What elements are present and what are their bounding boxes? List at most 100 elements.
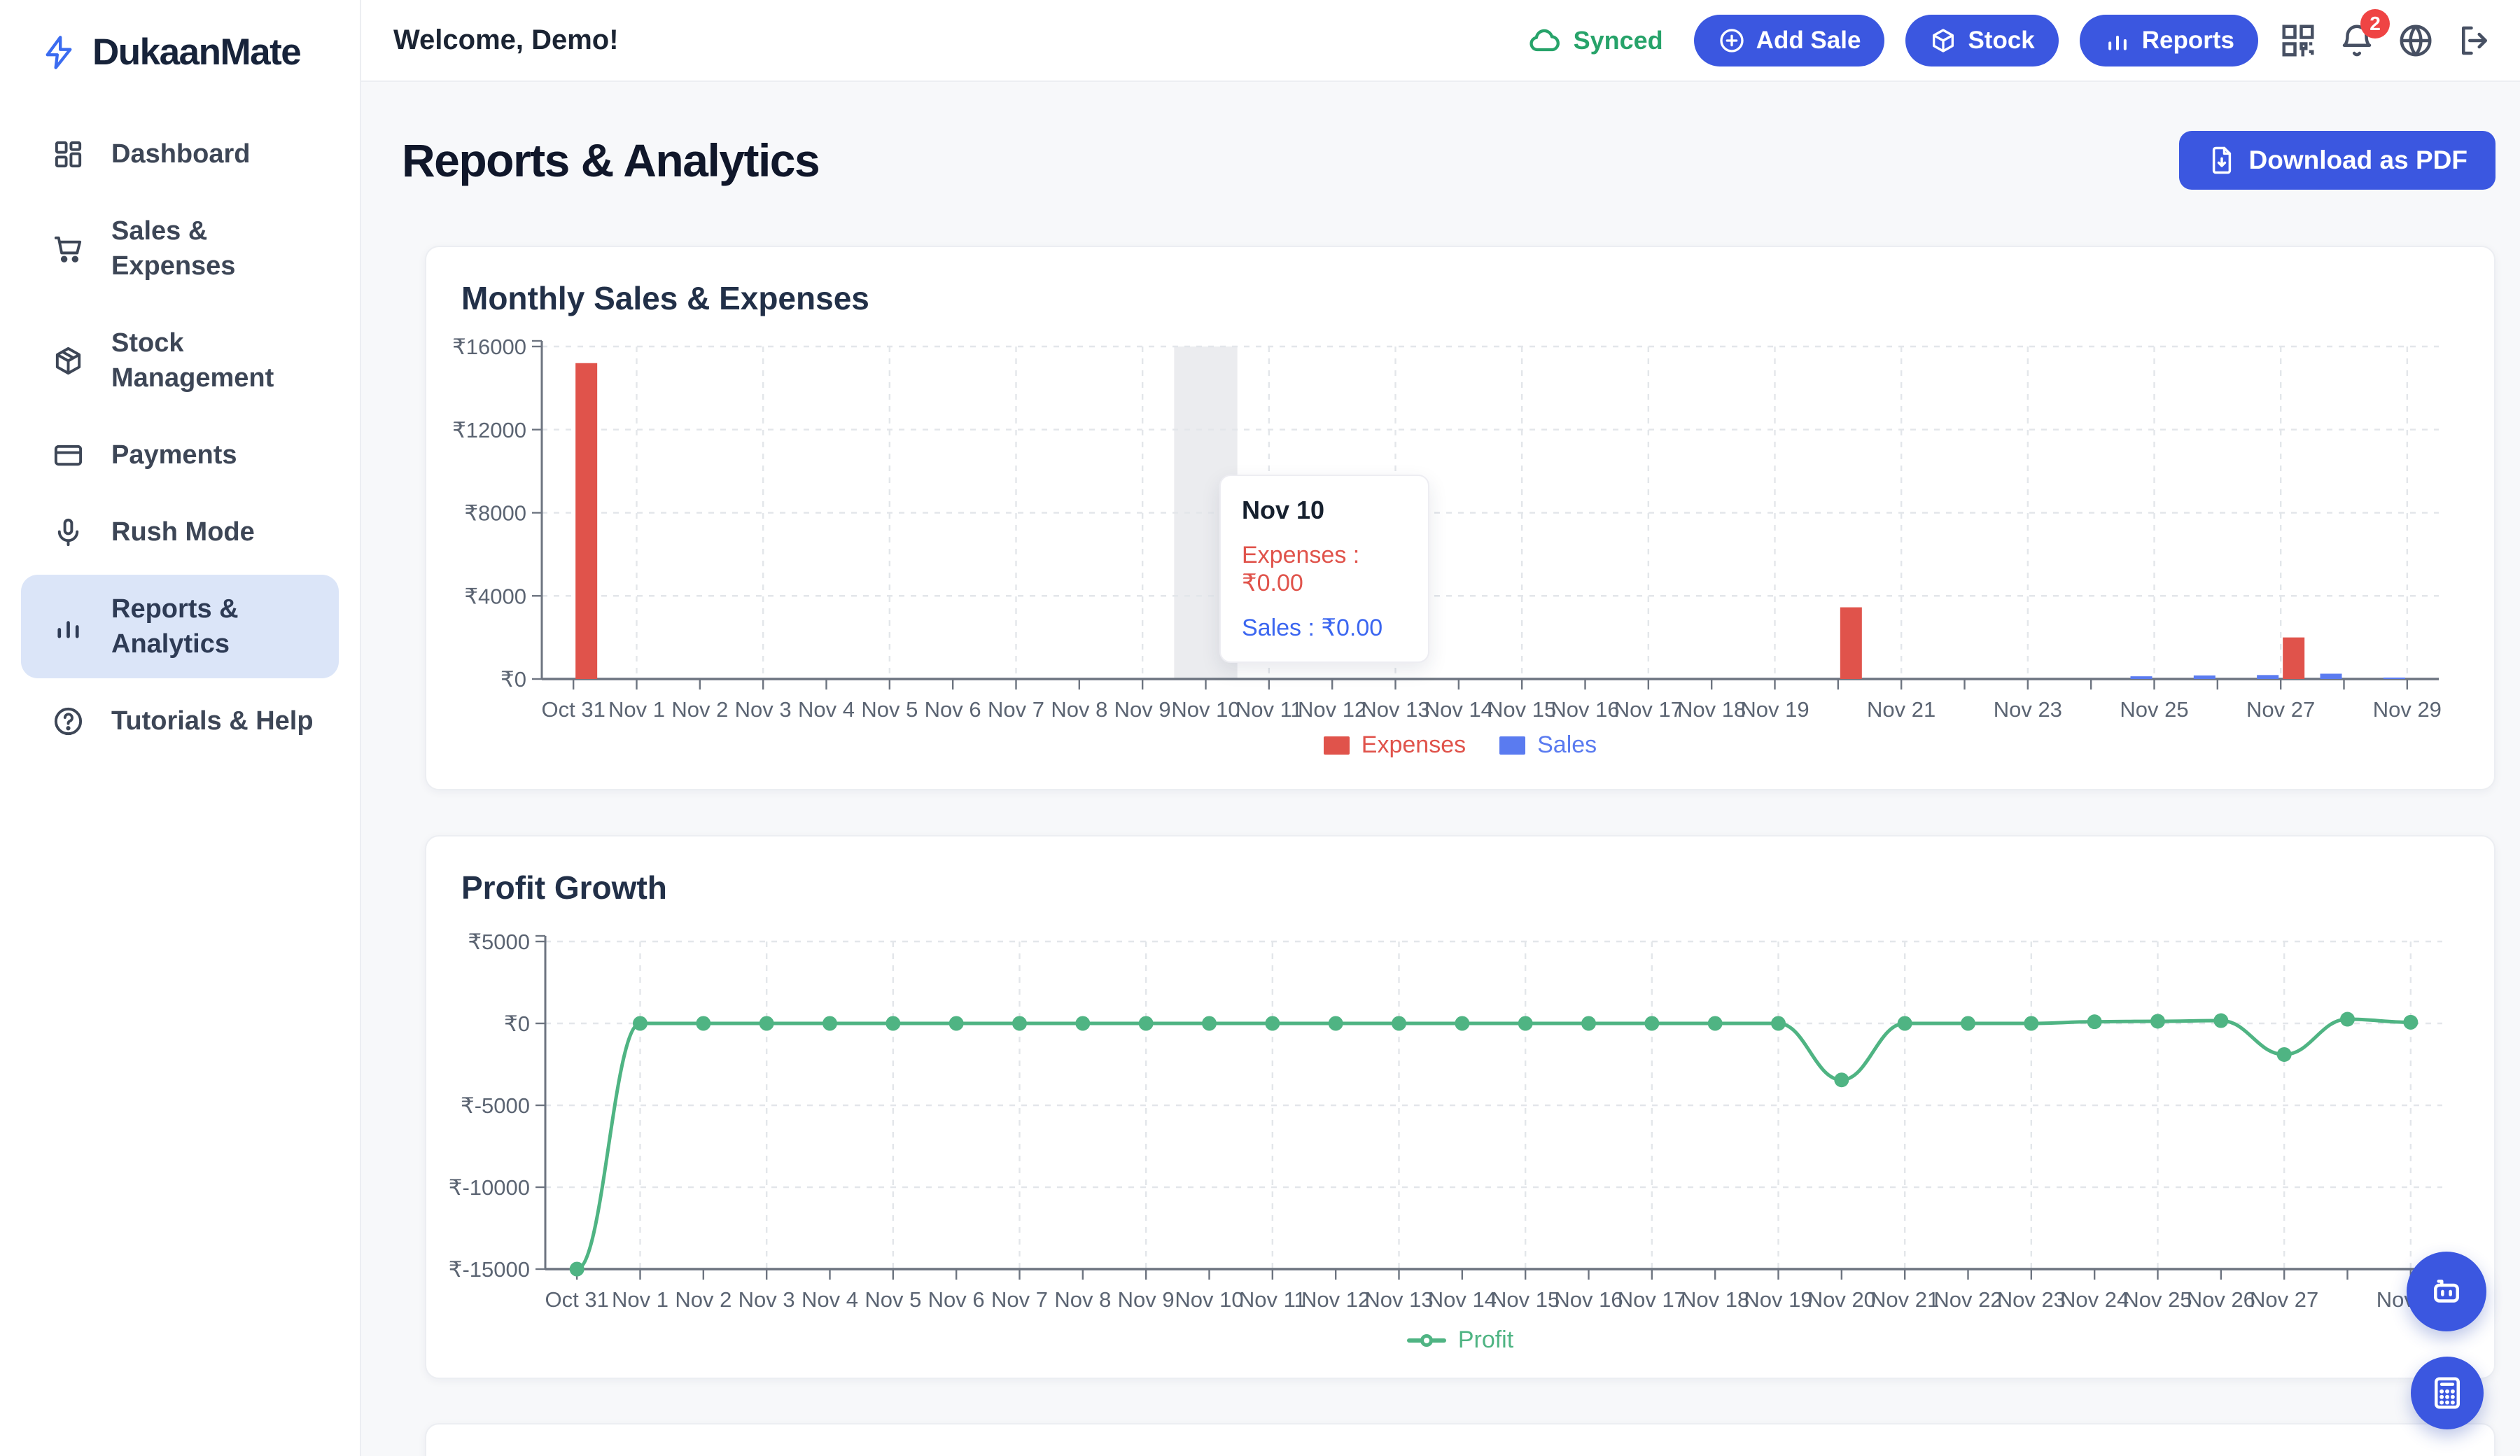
svg-text:Nov 14: Nov 14 [1428, 1287, 1497, 1312]
expenses-swatch [1323, 736, 1350, 755]
download-pdf-button[interactable]: Download as PDF [2178, 131, 2496, 190]
svg-text:₹16000: ₹16000 [452, 335, 526, 359]
language-button[interactable] [2397, 22, 2435, 59]
svg-text:₹-5000: ₹-5000 [461, 1093, 530, 1118]
svg-text:Nov 20: Nov 20 [1807, 1287, 1876, 1312]
sidebar-item-dashboard[interactable]: Dashboard [21, 120, 339, 188]
svg-text:Nov 10: Nov 10 [1175, 1287, 1243, 1312]
svg-text:Nov 12: Nov 12 [1301, 1287, 1370, 1312]
svg-text:Nov 21: Nov 21 [1867, 697, 1935, 722]
logout-icon [2462, 26, 2487, 55]
svg-text:Nov 25: Nov 25 [2120, 697, 2188, 722]
svg-text:Nov 21: Nov 21 [1870, 1287, 1939, 1312]
legend-expenses[interactable]: Expenses [1323, 732, 1466, 759]
reports-button[interactable]: Reports [2079, 14, 2258, 66]
svg-text:Nov 19: Nov 19 [1740, 697, 1809, 722]
notification-badge: 2 [2360, 8, 2390, 38]
svg-text:Nov 4: Nov 4 [798, 697, 855, 722]
chart-tooltip: Nov 10 Expenses : ₹0.00 Sales : ₹0.00 [1219, 475, 1429, 663]
sidebar-item-label: Stock Management [111, 328, 274, 393]
app-name: DukaanMate [92, 31, 302, 73]
svg-text:Nov 23: Nov 23 [1994, 697, 2062, 722]
logout-button[interactable] [2456, 22, 2493, 59]
lightning-bolt-icon [46, 35, 72, 69]
svg-text:Nov 3: Nov 3 [735, 697, 792, 722]
svg-text:Nov 15: Nov 15 [1491, 1287, 1560, 1312]
svg-text:Nov 6: Nov 6 [928, 1287, 985, 1312]
svg-text:₹4000: ₹4000 [464, 584, 526, 608]
svg-text:Nov 15: Nov 15 [1488, 697, 1556, 722]
profit-growth-card: Profit Growth ₹-15000 ₹-10000 ₹-5000 ₹0 ₹500… [425, 835, 2496, 1379]
help-circle-icon [54, 707, 83, 735]
svg-text:Nov 2: Nov 2 [675, 1287, 732, 1312]
sidebar-item-rush-mode[interactable]: Rush Mode [21, 498, 339, 566]
sidebar-item-label: Reports & Analytics [111, 594, 239, 659]
svg-text:Nov 9: Nov 9 [1114, 697, 1171, 722]
sidebar-item-sales-expenses[interactable]: Sales & Expenses [21, 197, 339, 300]
legend-profit[interactable]: Profit [1406, 1326, 1513, 1354]
svg-text:Nov 26: Nov 26 [2187, 1287, 2255, 1312]
stock-button[interactable]: Stock [1905, 14, 2059, 66]
next-report-card [425, 1423, 2496, 1456]
legend-expenses-label: Expenses [1361, 732, 1466, 758]
calculator-button[interactable] [2411, 1357, 2484, 1429]
qr-code-button[interactable] [2279, 22, 2317, 59]
svg-text:Nov 7: Nov 7 [991, 1287, 1048, 1312]
svg-text:Nov 24: Nov 24 [2060, 1287, 2129, 1312]
svg-text:Oct 31: Oct 31 [545, 1287, 609, 1312]
notifications-button[interactable]: 2 [2338, 8, 2390, 59]
svg-text:Nov 9: Nov 9 [1118, 1287, 1175, 1312]
cloud-icon [1530, 29, 1560, 51]
sidebar-item-payments[interactable]: Payments [21, 421, 339, 489]
tooltip-date: Nov 10 [1242, 496, 1325, 524]
svg-text:Nov 23: Nov 23 [1997, 1287, 2066, 1312]
sidebar-item-reports-analytics[interactable]: Reports & Analytics [21, 575, 339, 678]
ai-assistant-button[interactable] [2407, 1252, 2486, 1331]
sidebar-item-label: Sales & Expenses [111, 216, 236, 281]
svg-text:₹-10000: ₹-10000 [449, 1175, 530, 1200]
svg-text:Nov 17: Nov 17 [1618, 1287, 1686, 1312]
topbar-actions: Synced Add Sale Stock Reports 2 [1527, 8, 2493, 66]
svg-text:Nov 3: Nov 3 [738, 1287, 795, 1312]
svg-text:Nov 27: Nov 27 [2246, 697, 2315, 722]
svg-text:Nov 8: Nov 8 [1051, 697, 1107, 722]
sidebar-item-label: Tutorials & Help [111, 706, 314, 736]
svg-text:Nov 11: Nov 11 [1239, 1287, 1306, 1312]
bell-icon [2342, 24, 2372, 56]
svg-text:Nov 7: Nov 7 [988, 697, 1044, 722]
svg-text:Nov 11: Nov 11 [1236, 697, 1303, 722]
sidebar-nav: Dashboard Sales & Expenses Stock Managem… [0, 120, 360, 755]
welcome-text: Welcome, Demo! [393, 24, 619, 55]
qr-code-icon [2282, 24, 2314, 56]
credit-card-icon [54, 444, 83, 465]
reports-label: Reports [2141, 26, 2234, 54]
dashboard-grid-icon [55, 141, 82, 167]
svg-text:Nov 13: Nov 13 [1364, 1287, 1433, 1312]
svg-text:Nov 22: Nov 22 [1933, 1287, 2002, 1312]
sidebar-item-label: Rush Mode [111, 517, 255, 547]
topbar: Welcome, Demo! Synced Add Sale Stock Rep… [361, 0, 2520, 82]
svg-text:Nov 17: Nov 17 [1614, 697, 1683, 722]
svg-text:Nov 8: Nov 8 [1054, 1287, 1111, 1312]
svg-text:₹5000: ₹5000 [468, 930, 530, 954]
sidebar-item-stock-management[interactable]: Stock Management [21, 309, 339, 412]
svg-text:Nov 14: Nov 14 [1424, 697, 1493, 722]
chart-title: Monthly Sales & Expenses [461, 280, 869, 316]
microphone-icon [57, 518, 79, 546]
bar-chart-icon [2108, 35, 2127, 50]
svg-text:₹0: ₹0 [500, 667, 526, 692]
profit-line-marker [1406, 1334, 1446, 1347]
svg-text:Nov 5: Nov 5 [861, 697, 918, 722]
main-content: Reports & Analytics Download as PDF Mont… [361, 131, 2520, 1456]
sidebar: DukaanMate Dashboard Sales & Expenses St… [0, 0, 361, 1456]
svg-text:Nov 16: Nov 16 [1550, 697, 1619, 722]
page-title: Reports & Analytics [402, 134, 820, 186]
svg-text:Nov 16: Nov 16 [1554, 1287, 1623, 1312]
profit-growth-line-chart[interactable]: ₹-15000 ₹-10000 ₹-5000 ₹0 ₹5000 Oct 31 Nov 1 No… [426, 836, 2496, 1380]
app-logo[interactable]: DukaanMate [0, 0, 360, 74]
legend-sales[interactable]: Sales [1499, 732, 1597, 759]
sidebar-item-tutorials-help[interactable]: Tutorials & Help [21, 687, 339, 755]
bar-chart-icon [57, 620, 79, 638]
add-sale-button[interactable]: Add Sale [1693, 14, 1885, 66]
